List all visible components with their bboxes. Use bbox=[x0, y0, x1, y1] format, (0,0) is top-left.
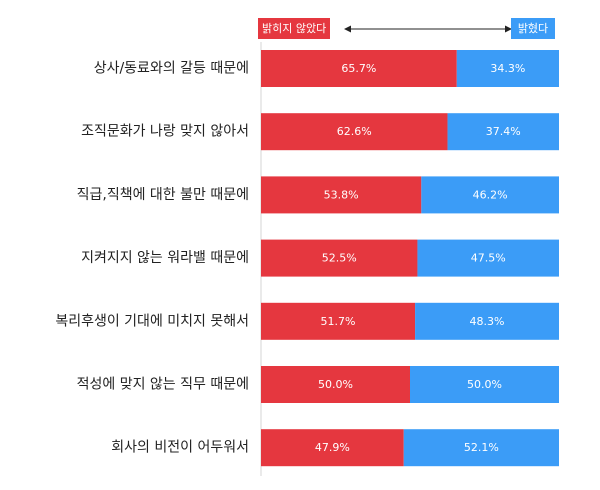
bar-revealed bbox=[456, 50, 559, 87]
value-label-revealed: 46.2% bbox=[473, 188, 508, 201]
value-label-revealed: 47.5% bbox=[471, 252, 506, 265]
value-label-not-revealed: 53.8% bbox=[324, 188, 359, 201]
bar-not-revealed bbox=[261, 50, 457, 87]
bar-not-revealed bbox=[261, 239, 418, 277]
bar-not-revealed bbox=[261, 366, 410, 403]
bar-revealed bbox=[421, 176, 559, 214]
bar-revealed bbox=[410, 366, 559, 403]
bar-not-revealed bbox=[261, 429, 404, 467]
category-label: 복리후생이 기대에 미치지 못해서 bbox=[55, 313, 249, 329]
value-label-not-revealed: 52.5% bbox=[322, 252, 357, 265]
bar-revealed bbox=[403, 429, 559, 467]
category-label: 적성에 맞지 않는 직무 때문에 bbox=[77, 377, 249, 393]
bar-revealed bbox=[447, 113, 559, 151]
bar-not-revealed bbox=[261, 113, 448, 151]
value-label-revealed: 37.4% bbox=[486, 125, 521, 138]
legend-double-arrow-icon bbox=[344, 25, 512, 33]
value-label-not-revealed: 51.7% bbox=[321, 315, 356, 328]
legend-revealed: 밝혔다 bbox=[511, 18, 555, 39]
category-label: 회사의 비전이 어두워서 bbox=[111, 440, 249, 456]
category-label: 조직문화가 나랑 맞지 않아서 bbox=[81, 124, 249, 140]
bar-not-revealed bbox=[261, 176, 422, 214]
category-label: 지켜지지 않는 워라밸 때문에 bbox=[81, 250, 249, 266]
category-label: 직급,직책에 대한 불만 때문에 bbox=[77, 187, 249, 203]
value-label-not-revealed: 50.0% bbox=[318, 378, 353, 391]
bar-not-revealed bbox=[261, 302, 416, 340]
category-label: 상사/동료와의 갈등 때문에 bbox=[94, 61, 249, 77]
value-label-revealed: 34.3% bbox=[490, 62, 525, 75]
value-label-revealed: 48.3% bbox=[470, 315, 505, 328]
value-label-revealed: 50.0% bbox=[467, 378, 502, 391]
bar-revealed bbox=[415, 302, 559, 340]
value-label-not-revealed: 47.9% bbox=[315, 441, 350, 454]
value-label-revealed: 52.1% bbox=[464, 441, 499, 454]
legend-not-revealed: 밝히지 않았다 bbox=[258, 18, 331, 39]
value-label-not-revealed: 62.6% bbox=[337, 125, 372, 138]
value-label-not-revealed: 65.7% bbox=[341, 62, 376, 75]
bar-revealed bbox=[417, 239, 559, 277]
